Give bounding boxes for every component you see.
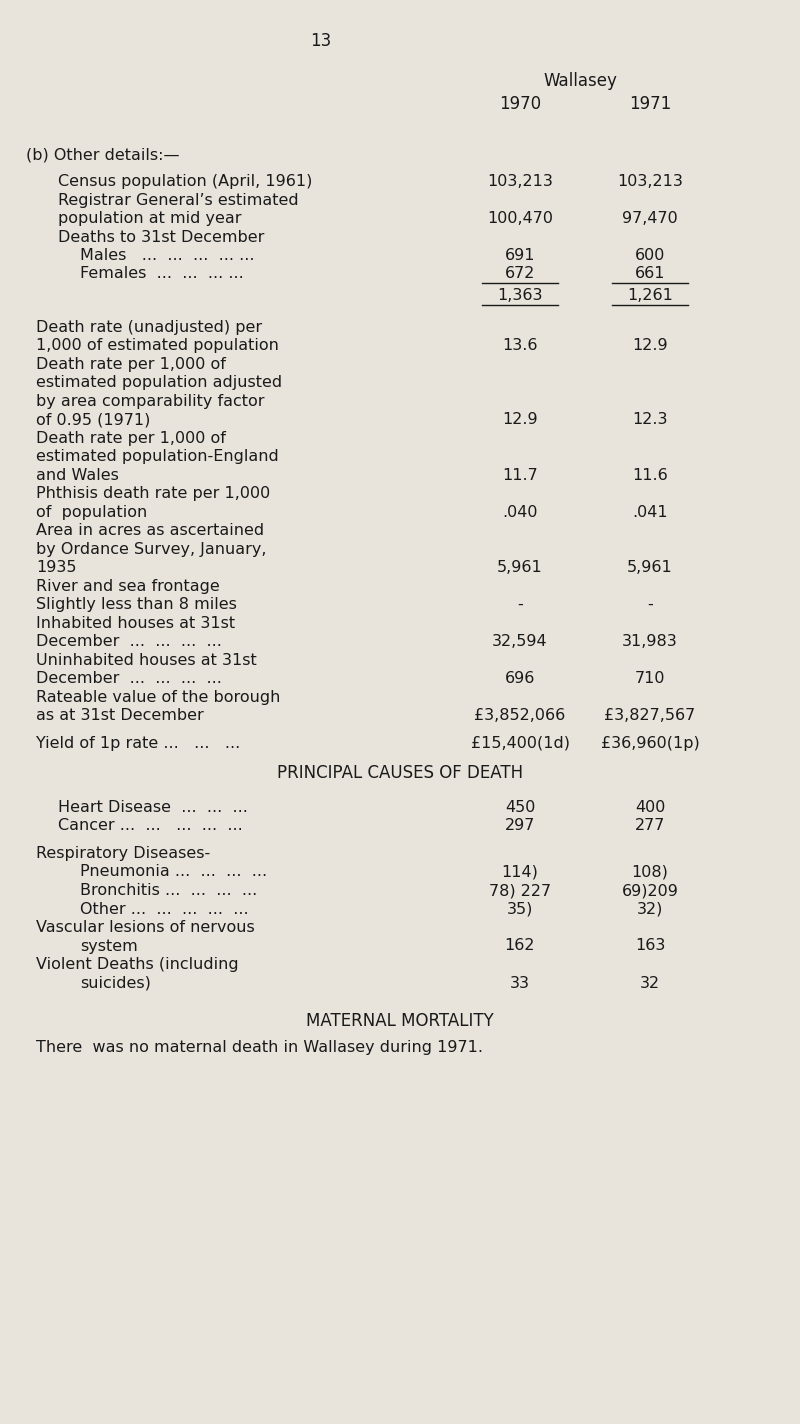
Text: 32: 32 (640, 975, 660, 991)
Text: -: - (647, 597, 653, 612)
Text: Respiratory Diseases-: Respiratory Diseases- (36, 846, 210, 862)
Text: Death rate per 1,000 of: Death rate per 1,000 of (36, 357, 226, 372)
Text: 1971: 1971 (629, 95, 671, 112)
Text: December  ...  ...  ...  ...: December ... ... ... ... (36, 634, 222, 649)
Text: 600: 600 (635, 248, 665, 263)
Text: of  population: of population (36, 504, 147, 520)
Text: 13: 13 (310, 31, 331, 50)
Text: 5,961: 5,961 (497, 560, 543, 575)
Text: Rateable value of the borough: Rateable value of the borough (36, 689, 280, 705)
Text: of 0.95 (1971): of 0.95 (1971) (36, 413, 150, 427)
Text: 1,363: 1,363 (498, 288, 542, 303)
Text: £15,400(1d): £15,400(1d) (470, 736, 570, 750)
Text: 69)209: 69)209 (622, 883, 678, 899)
Text: 297: 297 (505, 819, 535, 833)
Text: 11.6: 11.6 (632, 467, 668, 483)
Text: 696: 696 (505, 671, 535, 686)
Text: Phthisis death rate per 1,000: Phthisis death rate per 1,000 (36, 486, 270, 501)
Text: Pneumonia ...  ...  ...  ...: Pneumonia ... ... ... ... (80, 864, 267, 880)
Text: by Ordance Survey, January,: by Ordance Survey, January, (36, 541, 266, 557)
Text: Males   ...  ...  ...  ... ...: Males ... ... ... ... ... (80, 248, 254, 263)
Text: as at 31st December: as at 31st December (36, 708, 204, 723)
Text: Inhabited houses at 31st: Inhabited houses at 31st (36, 615, 235, 631)
Text: £3,827,567: £3,827,567 (604, 708, 696, 723)
Text: 31,983: 31,983 (622, 634, 678, 649)
Text: 450: 450 (505, 800, 535, 815)
Text: by area comparability factor: by area comparability factor (36, 394, 265, 409)
Text: 1935: 1935 (36, 560, 77, 575)
Text: (b) Other details:—: (b) Other details:— (26, 148, 179, 162)
Text: 78) 227: 78) 227 (489, 883, 551, 899)
Text: population at mid year: population at mid year (58, 211, 242, 226)
Text: December  ...  ...  ...  ...: December ... ... ... ... (36, 671, 222, 686)
Text: Area in acres as ascertained: Area in acres as ascertained (36, 523, 264, 538)
Text: River and sea frontage: River and sea frontage (36, 578, 220, 594)
Text: 33: 33 (510, 975, 530, 991)
Text: 35): 35) (507, 901, 533, 917)
Text: estimated population-England: estimated population-England (36, 449, 278, 464)
Text: 12.9: 12.9 (632, 339, 668, 353)
Text: 100,470: 100,470 (487, 211, 553, 226)
Text: 32,594: 32,594 (492, 634, 548, 649)
Text: 710: 710 (634, 671, 666, 686)
Text: Vascular lesions of nervous: Vascular lesions of nervous (36, 920, 254, 936)
Text: Violent Deaths (including: Violent Deaths (including (36, 957, 238, 973)
Text: 672: 672 (505, 266, 535, 282)
Text: Heart Disease  ...  ...  ...: Heart Disease ... ... ... (58, 800, 248, 815)
Text: £36,960(1p): £36,960(1p) (601, 736, 699, 750)
Text: Other ...  ...  ...  ...  ...: Other ... ... ... ... ... (80, 901, 249, 917)
Text: 108): 108) (631, 864, 669, 880)
Text: 1,261: 1,261 (627, 288, 673, 303)
Text: Bronchitis ...  ...  ...  ...: Bronchitis ... ... ... ... (80, 883, 258, 899)
Text: 32): 32) (637, 901, 663, 917)
Text: 661: 661 (634, 266, 666, 282)
Text: Death rate per 1,000 of: Death rate per 1,000 of (36, 430, 226, 446)
Text: 400: 400 (635, 800, 665, 815)
Text: 691: 691 (505, 248, 535, 263)
Text: Registrar General’s estimated: Registrar General’s estimated (58, 192, 298, 208)
Text: 114): 114) (502, 864, 538, 880)
Text: Slightly less than 8 miles: Slightly less than 8 miles (36, 597, 237, 612)
Text: 11.7: 11.7 (502, 467, 538, 483)
Text: Deaths to 31st December: Deaths to 31st December (58, 229, 264, 245)
Text: 163: 163 (635, 938, 665, 954)
Text: Death rate (unadjusted) per: Death rate (unadjusted) per (36, 320, 262, 335)
Text: 162: 162 (505, 938, 535, 954)
Text: Females  ...  ...  ... ...: Females ... ... ... ... (80, 266, 244, 282)
Text: Yield of 1p rate ...   ...   ...: Yield of 1p rate ... ... ... (36, 736, 240, 750)
Text: estimated population adjusted: estimated population adjusted (36, 376, 282, 390)
Text: Uninhabited houses at 31st: Uninhabited houses at 31st (36, 652, 257, 668)
Text: 103,213: 103,213 (487, 174, 553, 189)
Text: .040: .040 (502, 504, 538, 520)
Text: system: system (80, 938, 138, 954)
Text: 1970: 1970 (499, 95, 541, 112)
Text: MATERNAL MORTALITY: MATERNAL MORTALITY (306, 1012, 494, 1030)
Text: and Wales: and Wales (36, 467, 119, 483)
Text: 12.3: 12.3 (632, 413, 668, 427)
Text: £3,852,066: £3,852,066 (474, 708, 566, 723)
Text: 13.6: 13.6 (502, 339, 538, 353)
Text: -: - (517, 597, 523, 612)
Text: Census population (April, 1961): Census population (April, 1961) (58, 174, 312, 189)
Text: 1,000 of estimated population: 1,000 of estimated population (36, 339, 279, 353)
Text: 5,961: 5,961 (627, 560, 673, 575)
Text: Cancer ...  ...   ...  ...  ...: Cancer ... ... ... ... ... (58, 819, 242, 833)
Text: suicides): suicides) (80, 975, 151, 991)
Text: 277: 277 (635, 819, 665, 833)
Text: 103,213: 103,213 (617, 174, 683, 189)
Text: There  was no maternal death in Wallasey during 1971.: There was no maternal death in Wallasey … (36, 1040, 483, 1055)
Text: Wallasey: Wallasey (543, 73, 617, 90)
Text: 12.9: 12.9 (502, 413, 538, 427)
Text: PRINCIPAL CAUSES OF DEATH: PRINCIPAL CAUSES OF DEATH (277, 765, 523, 783)
Text: 97,470: 97,470 (622, 211, 678, 226)
Text: .041: .041 (632, 504, 668, 520)
